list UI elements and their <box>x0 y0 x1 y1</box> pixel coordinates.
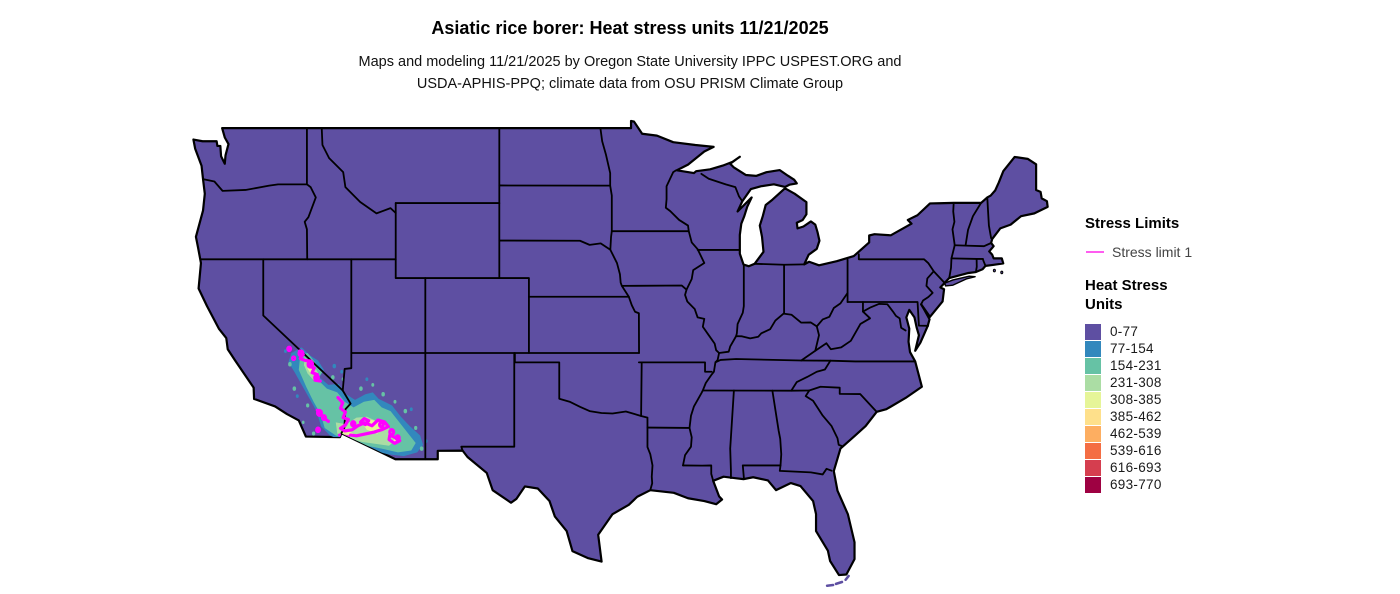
legend-swatch <box>1085 408 1101 425</box>
stress-limit-item: Stress limit 1 <box>1086 242 1385 262</box>
subtitle-line-1: Maps and modeling 11/21/2025 by Oregon S… <box>358 54 902 70</box>
heat-stress-bin-label: 539-616 <box>1110 443 1162 458</box>
legend-swatch <box>1085 323 1101 340</box>
heat-stress-bin-label: 154-231 <box>1110 358 1162 373</box>
legend-swatch <box>1085 442 1101 459</box>
legend-swatch <box>1085 374 1101 391</box>
florida-keys <box>827 576 848 586</box>
legend-swatch <box>1085 459 1101 476</box>
stress-limits-items: Stress limit 1 <box>1085 242 1385 262</box>
heat-stress-bin-label: 616-693 <box>1110 460 1162 475</box>
heat-stress-bin: 616-693 <box>1085 459 1385 476</box>
legend-swatch <box>1085 476 1101 493</box>
legend-swatch <box>1085 425 1101 442</box>
stress-limit-label: Stress limit 1 <box>1112 244 1193 260</box>
heat-stress-bin-label: 308-385 <box>1110 392 1162 407</box>
us-outline <box>193 121 1047 575</box>
us-heat-stress-map <box>190 115 1070 593</box>
coastal-islands <box>827 269 1003 586</box>
legend-swatch <box>1085 357 1101 374</box>
subtitle-line-2: USDA-APHIS-PPQ; climate data from OSU PR… <box>416 76 844 92</box>
stress-limits-legend-title: Stress Limits <box>1085 215 1180 232</box>
legend: Stress Limits Stress limit 1 Heat Stress… <box>1085 214 1385 493</box>
heat-stress-legend-title: Heat Stress Units <box>1085 277 1168 313</box>
heat-stress-bin: 308-385 <box>1085 391 1385 408</box>
heat-stress-bin: 77-154 <box>1085 340 1385 357</box>
heat-stress-bin: 385-462 <box>1085 408 1385 425</box>
heat-stress-items: 0-77 77-154 154-231 231-308 308-385 385-462 46… <box>1085 323 1385 493</box>
heat-stress-bin: 462-539 <box>1085 425 1385 442</box>
state-borders <box>201 128 991 490</box>
heat-stress-bin: 539-616 <box>1085 442 1385 459</box>
marthas-vineyard-island <box>993 269 995 272</box>
page-title: Asiatic rice borer: Heat stress units 11… <box>431 18 829 38</box>
heat-stress-bin-label: 231-308 <box>1110 375 1162 390</box>
title-block: Asiatic rice borer: Heat stress units 11… <box>150 16 1110 95</box>
heat-stress-bin: 0-77 <box>1085 323 1385 340</box>
legend-swatch <box>1085 340 1101 357</box>
nantucket-island <box>1001 271 1003 274</box>
stress-limit-line-icon <box>1086 251 1104 253</box>
map-subtitle: Maps and modeling 11/21/2025 by Oregon S… <box>150 51 1110 95</box>
legend-swatch <box>1085 391 1101 408</box>
heat-stress-bin-label: 693-770 <box>1110 477 1162 492</box>
long-island <box>945 276 975 286</box>
heat-stress-bin-label: 385-462 <box>1110 409 1162 424</box>
heat-stress-bin-label: 0-77 <box>1110 324 1139 339</box>
heat-stress-bin-label: 462-539 <box>1110 426 1162 441</box>
heat-stress-bin: 693-770 <box>1085 476 1385 493</box>
heat-stress-bin: 231-308 <box>1085 374 1385 391</box>
heat-stress-bin: 154-231 <box>1085 357 1385 374</box>
heat-stress-bin-label: 77-154 <box>1110 341 1154 356</box>
